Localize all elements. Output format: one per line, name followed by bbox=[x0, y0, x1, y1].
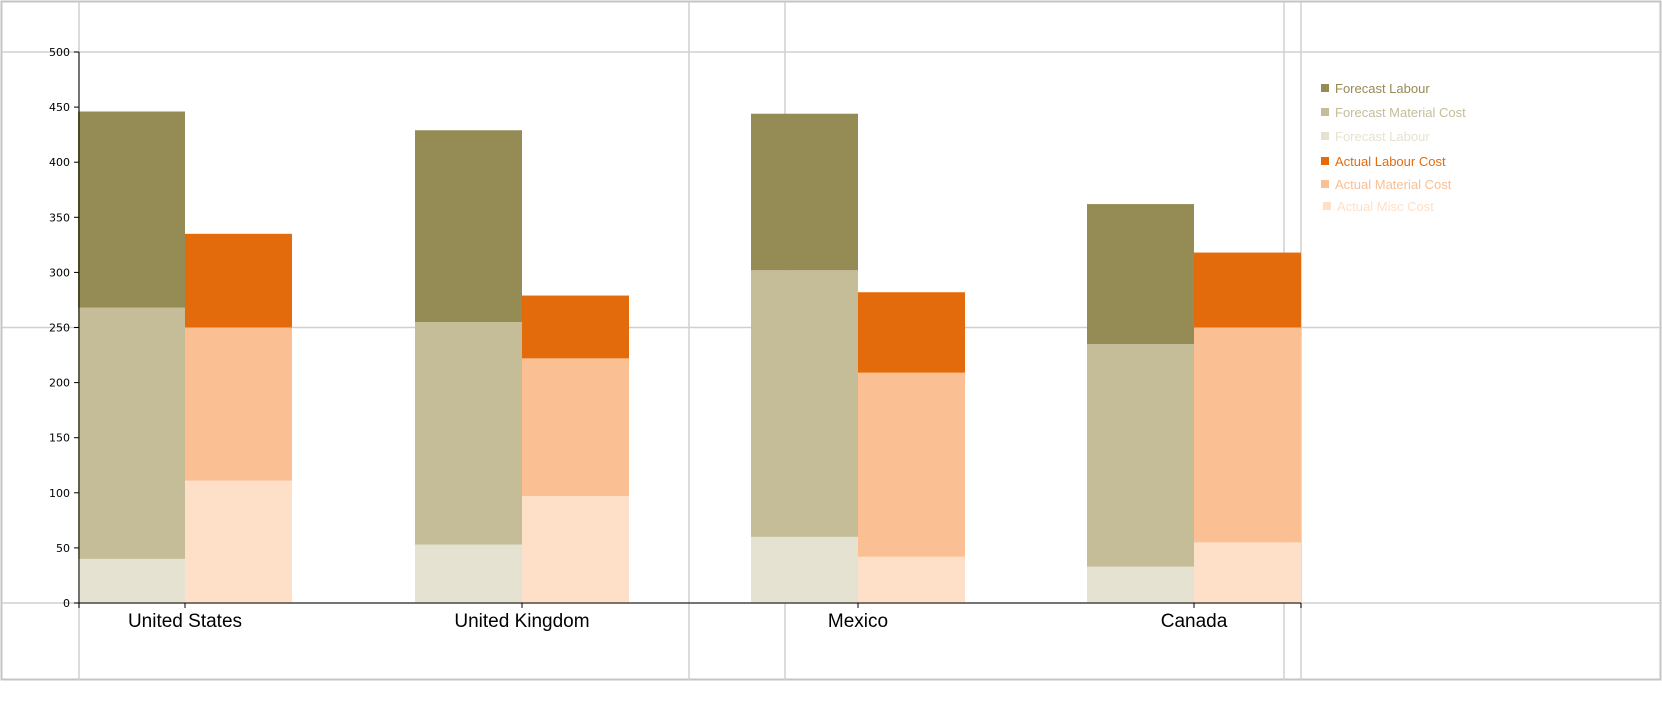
bar-forecast-2 bbox=[751, 270, 858, 537]
bar-actual-1 bbox=[185, 480, 292, 603]
category-label: United States bbox=[128, 611, 242, 632]
y-tick-label: 0 bbox=[63, 597, 70, 610]
y-tick-label: 50 bbox=[56, 542, 70, 555]
bar-forecast-1 bbox=[1087, 566, 1194, 603]
bar-actual-2 bbox=[522, 358, 629, 497]
bar-actual-1 bbox=[858, 556, 965, 603]
bar-actual-2 bbox=[185, 327, 292, 481]
y-tick-label: 500 bbox=[49, 46, 70, 59]
bar-forecast-1 bbox=[415, 544, 522, 603]
bar-actual-3 bbox=[522, 295, 629, 359]
legend-swatch bbox=[1321, 132, 1329, 140]
legend-label: Forecast Material Cost bbox=[1335, 105, 1466, 120]
bar-actual-2 bbox=[1194, 327, 1301, 543]
bar-forecast-2 bbox=[415, 321, 522, 545]
legend-label: Actual Labour Cost bbox=[1335, 154, 1446, 169]
legend: Forecast Labour Forecast Material Cost For… bbox=[1321, 81, 1466, 214]
y-axis-ticks: 0 50 100 150 200 250 300 350 400 450 500 bbox=[49, 46, 79, 610]
y-tick-label: 350 bbox=[49, 211, 70, 224]
y-tick-label: 450 bbox=[49, 101, 70, 114]
bar-actual-3 bbox=[185, 233, 292, 328]
bar-actual-1 bbox=[1194, 542, 1301, 603]
outer-border bbox=[0, 0, 1662, 681]
bar-forecast-2 bbox=[78, 307, 185, 559]
bar-forecast-1 bbox=[751, 536, 858, 603]
bars bbox=[78, 111, 1301, 603]
category-label: Canada bbox=[1161, 611, 1228, 632]
category-label: Mexico bbox=[828, 611, 888, 632]
category-label: United Kingdom bbox=[454, 611, 589, 632]
bar-actual-1 bbox=[522, 496, 629, 603]
bar-forecast-2 bbox=[1087, 344, 1194, 567]
bar-forecast-3 bbox=[78, 111, 185, 308]
bar-actual-3 bbox=[858, 292, 965, 373]
bar-forecast-3 bbox=[1087, 204, 1194, 345]
legend-swatch bbox=[1323, 202, 1331, 210]
bar-forecast-3 bbox=[415, 130, 522, 322]
bar-actual-3 bbox=[1194, 252, 1301, 328]
legend-swatch bbox=[1321, 180, 1329, 188]
legend-label: Forecast Labour bbox=[1335, 81, 1430, 96]
y-tick-label: 300 bbox=[49, 266, 70, 279]
bar-forecast-1 bbox=[78, 558, 185, 603]
bar-actual-2 bbox=[858, 372, 965, 557]
x-axis-labels: United States United Kingdom Mexico Canada bbox=[128, 611, 1228, 632]
y-tick-label: 400 bbox=[49, 156, 70, 169]
legend-label: Forecast Labour bbox=[1335, 129, 1430, 144]
y-tick-label: 200 bbox=[49, 377, 70, 390]
y-tick-label: 150 bbox=[49, 432, 70, 445]
y-tick-label: 100 bbox=[49, 487, 70, 500]
legend-swatch bbox=[1321, 84, 1329, 92]
y-tick-label: 250 bbox=[49, 322, 70, 335]
legend-swatch bbox=[1321, 157, 1329, 165]
legend-swatch bbox=[1321, 108, 1329, 116]
legend-label: Actual Misc Cost bbox=[1337, 199, 1434, 214]
legend-label: Actual Material Cost bbox=[1335, 177, 1452, 192]
bar-forecast-3 bbox=[751, 113, 858, 271]
